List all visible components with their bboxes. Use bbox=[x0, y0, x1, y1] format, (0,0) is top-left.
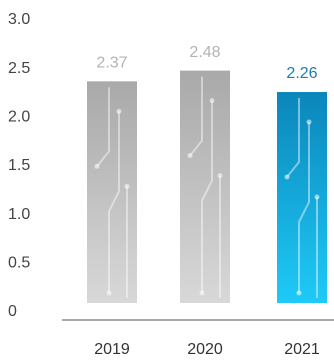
y-tick-label: 2.5 bbox=[8, 60, 30, 77]
value-label: 2.37 bbox=[96, 55, 127, 72]
value-label: 2.26 bbox=[286, 65, 317, 82]
x-tick-label: 2019 bbox=[94, 341, 130, 358]
circuit-line bbox=[286, 98, 300, 178]
circuit-dot bbox=[106, 290, 112, 296]
circuit-dot bbox=[314, 194, 320, 200]
y-tick-label: 0 bbox=[8, 303, 17, 320]
bar bbox=[277, 92, 327, 303]
circuit-line bbox=[201, 100, 213, 293]
circuit-dot bbox=[116, 108, 122, 114]
x-tick-label: 2021 bbox=[284, 341, 320, 358]
y-tick-label: 0.5 bbox=[8, 255, 30, 272]
circuit-dot bbox=[199, 290, 205, 296]
circuit-dot bbox=[306, 119, 312, 125]
circuit-dot bbox=[124, 183, 130, 189]
x-tick-label: 2020 bbox=[187, 341, 223, 358]
value-label: 2.48 bbox=[189, 44, 220, 61]
circuit-dot bbox=[187, 153, 193, 159]
bar bbox=[87, 81, 137, 303]
y-tick-label: 3.0 bbox=[8, 11, 30, 28]
circuit-line bbox=[189, 76, 203, 157]
circuit-dot bbox=[284, 174, 290, 180]
circuit-line bbox=[96, 87, 110, 167]
circuit-line bbox=[108, 111, 120, 293]
y-tick-label: 2.0 bbox=[8, 109, 30, 126]
circuit-line bbox=[298, 122, 310, 293]
bar bbox=[180, 70, 230, 303]
circuit-dot bbox=[94, 163, 100, 169]
y-tick-label: 1.0 bbox=[8, 206, 30, 223]
circuit-dot bbox=[209, 98, 215, 104]
circuit-dot bbox=[296, 290, 302, 296]
y-tick-label: 1.5 bbox=[8, 157, 30, 174]
circuit-dot bbox=[217, 173, 223, 179]
